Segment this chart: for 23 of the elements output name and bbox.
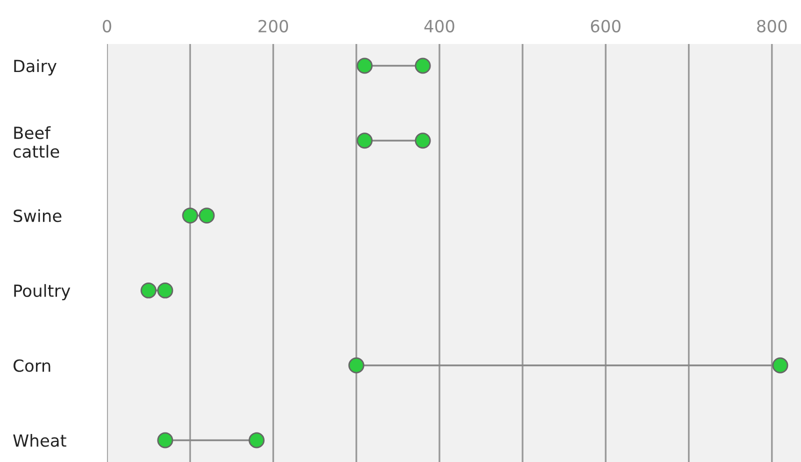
point [157,432,174,448]
y-tick-label: Wheat [13,434,66,447]
x-tick-label: 800 [757,20,787,32]
y-tick-label: Corn [14,359,50,372]
point [356,58,373,74]
point [414,132,431,149]
point [140,282,157,298]
point [157,282,174,298]
point [198,208,215,224]
point [772,357,788,374]
x-tick-label: 400 [424,20,454,32]
y-tick-label: Beef cattle [14,126,60,158]
y-tick-label: Swine [14,209,62,222]
point [356,132,373,149]
x-tick-label: 200 [258,20,288,32]
x-tick-label: 0 [102,20,112,32]
y-tick-label: Poultry [14,284,70,300]
point [248,432,265,448]
y-tick-label: Dairy [14,59,57,76]
point [182,208,198,224]
point [348,357,364,374]
point [414,58,431,74]
x-tick-label: 600 [590,20,620,32]
